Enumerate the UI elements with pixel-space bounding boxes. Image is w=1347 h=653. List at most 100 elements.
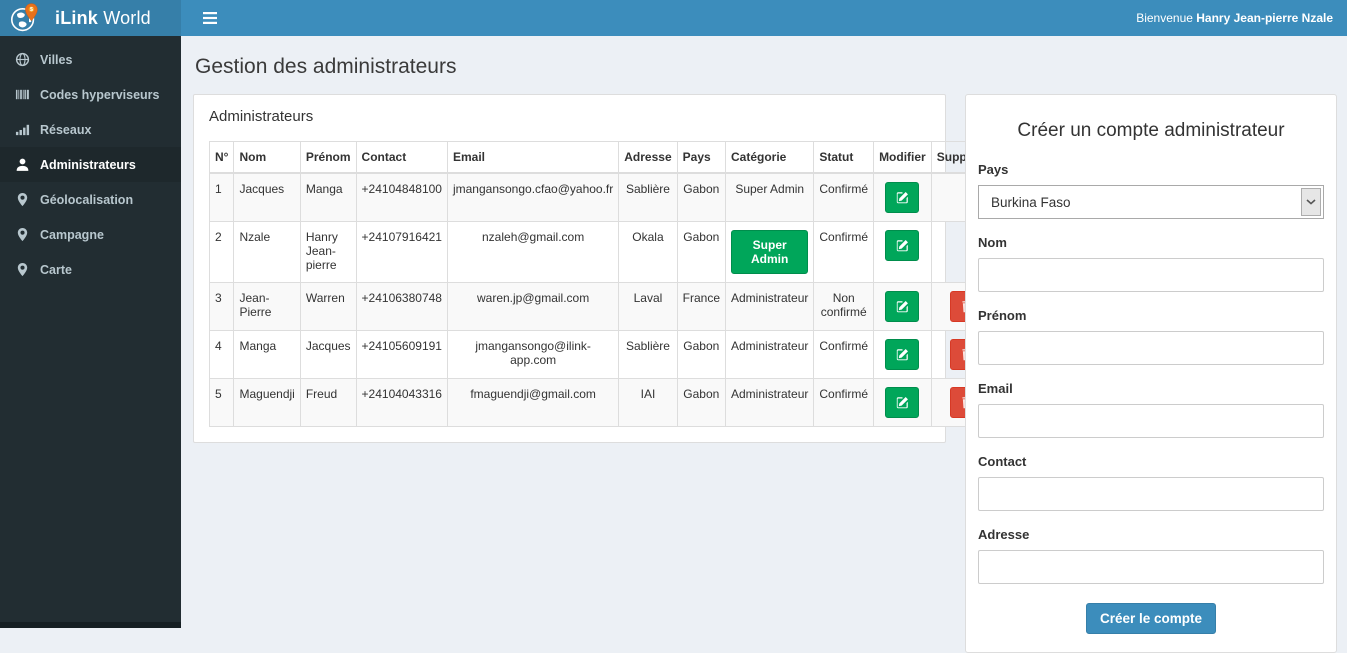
create-account-button[interactable]: Créer le compte	[1086, 603, 1216, 634]
cell-nom: Nzale	[234, 222, 300, 283]
cell-adresse: IAI	[619, 379, 677, 427]
table-header-row: N° Nom Prénom Contact Email Adresse Pays…	[210, 142, 1003, 174]
adresse-label: Adresse	[978, 527, 1324, 542]
cell-categorie: Administrateur	[726, 331, 814, 379]
sidebar-item-carte[interactable]: Carte	[0, 252, 181, 287]
cell-contact: +24104848100	[356, 173, 447, 222]
sidebar-item-villes[interactable]: Villes	[0, 42, 181, 77]
cell-num: 5	[210, 379, 234, 427]
cell-nom: Maguendji	[234, 379, 300, 427]
sidebar-toggle-button[interactable]	[195, 4, 225, 32]
svg-text:$: $	[30, 7, 33, 13]
col-header-num: N°	[210, 142, 234, 174]
cell-num: 4	[210, 331, 234, 379]
cell-adresse: Okala	[619, 222, 677, 283]
nom-field[interactable]	[978, 258, 1324, 292]
welcome-user-name: Hanry Jean-pierre Nzale	[1196, 11, 1333, 25]
edit-button[interactable]	[885, 387, 919, 418]
content-area: Gestion des administrateurs Administrate…	[181, 36, 1347, 628]
chevron-down-icon	[1301, 188, 1321, 216]
edit-button[interactable]	[885, 182, 919, 213]
panel-title: Administrateurs	[194, 95, 945, 135]
col-header-modifier: Modifier	[874, 142, 932, 174]
edit-button[interactable]	[885, 291, 919, 322]
administrators-table: N° Nom Prénom Contact Email Adresse Pays…	[209, 141, 1003, 427]
prenom-field[interactable]	[978, 331, 1324, 365]
sidebar-item-label: Codes hyperviseurs	[40, 88, 160, 102]
sidebar-nav: Villes Codes hyperviseurs Réseaux Admini…	[0, 36, 181, 622]
sidebar-item-administrateurs[interactable]: Administrateurs	[0, 147, 181, 182]
pencil-square-icon	[896, 348, 909, 361]
map-marker-icon	[15, 262, 30, 277]
sidebar-bottom-strip	[0, 622, 181, 628]
col-header-nom: Nom	[234, 142, 300, 174]
pencil-square-icon	[896, 239, 909, 252]
menu-bars-icon	[203, 12, 217, 24]
table-row: 1 Jacques Manga +24104848100 jmangansong…	[210, 173, 1003, 222]
signal-bars-icon	[15, 122, 30, 137]
col-header-contact: Contact	[356, 142, 447, 174]
map-marker-icon	[15, 227, 30, 242]
welcome-user-menu[interactable]: Bienvenue Hanry Jean-pierre Nzale	[1136, 11, 1333, 25]
cell-prenom: Warren	[300, 283, 356, 331]
categorie-super-admin-button[interactable]: Super Admin	[731, 230, 808, 274]
sidebar-item-label: Villes	[40, 53, 72, 67]
nom-label: Nom	[978, 235, 1324, 250]
sidebar-item-label: Campagne	[40, 228, 104, 242]
sidebar-item-campagne[interactable]: Campagne	[0, 217, 181, 252]
cell-nom: Jacques	[234, 173, 300, 222]
administrators-panel: Administrateurs N° Nom Prénom Contact Em…	[193, 94, 946, 443]
user-icon	[15, 157, 30, 172]
email-label: Email	[978, 381, 1324, 396]
pays-select[interactable]: Burkina Faso	[978, 185, 1324, 219]
edit-button[interactable]	[885, 339, 919, 370]
page-title: Gestion des administrateurs	[195, 55, 1337, 79]
pays-label: Pays	[978, 162, 1324, 177]
cell-statut: Non confirmé	[814, 283, 874, 331]
brand-logo[interactable]: $ iLink World	[0, 0, 181, 36]
adresse-field[interactable]	[978, 550, 1324, 584]
form-title: Créer un compte administrateur	[978, 120, 1324, 142]
sidebar-item-geolocalisation[interactable]: Géolocalisation	[0, 182, 181, 217]
table-row: 5 Maguendji Freud +24104043316 fmaguendj…	[210, 379, 1003, 427]
cell-categorie: Administrateur	[726, 379, 814, 427]
cell-statut: Confirmé	[814, 222, 874, 283]
map-marker-icon	[15, 192, 30, 207]
cell-email: nzaleh@gmail.com	[447, 222, 618, 283]
pencil-square-icon	[896, 191, 909, 204]
cell-prenom: Freud	[300, 379, 356, 427]
cell-adresse: Sablière	[619, 331, 677, 379]
app-title: iLink World	[55, 8, 151, 29]
navbar: Bienvenue Hanry Jean-pierre Nzale	[181, 0, 1347, 36]
cell-num: 3	[210, 283, 234, 331]
cell-adresse: Sablière	[619, 173, 677, 222]
col-header-email: Email	[447, 142, 618, 174]
cell-pays: Gabon	[677, 379, 725, 427]
cell-statut: Confirmé	[814, 379, 874, 427]
cell-adresse: Laval	[619, 283, 677, 331]
email-field[interactable]	[978, 404, 1324, 438]
cell-num: 2	[210, 222, 234, 283]
cell-contact: +24107916421	[356, 222, 447, 283]
cell-contact: +24105609191	[356, 331, 447, 379]
cell-prenom: Manga	[300, 173, 356, 222]
welcome-prefix: Bienvenue	[1136, 11, 1193, 25]
sidebar-item-label: Administrateurs	[40, 158, 136, 172]
cell-email: jmangansongo@ilink-app.com	[447, 331, 618, 379]
brand-regular: World	[103, 8, 151, 28]
contact-field[interactable]	[978, 477, 1324, 511]
cell-email: jmangansongo.cfao@yahoo.fr	[447, 173, 618, 222]
cell-pays: Gabon	[677, 173, 725, 222]
create-admin-card: Créer un compte administrateur Pays Burk…	[965, 94, 1337, 653]
edit-button[interactable]	[885, 230, 919, 261]
barcode-icon	[15, 87, 30, 102]
col-header-categorie: Catégorie	[726, 142, 814, 174]
brand-bold: iLink	[55, 8, 98, 28]
contact-label: Contact	[978, 454, 1324, 469]
table-row: 4 Manga Jacques +24105609191 jmangansong…	[210, 331, 1003, 379]
sidebar-item-reseaux[interactable]: Réseaux	[0, 112, 181, 147]
col-header-statut: Statut	[814, 142, 874, 174]
cell-statut: Confirmé	[814, 331, 874, 379]
sidebar-item-codes-hyperviseurs[interactable]: Codes hyperviseurs	[0, 77, 181, 112]
cell-nom: Manga	[234, 331, 300, 379]
